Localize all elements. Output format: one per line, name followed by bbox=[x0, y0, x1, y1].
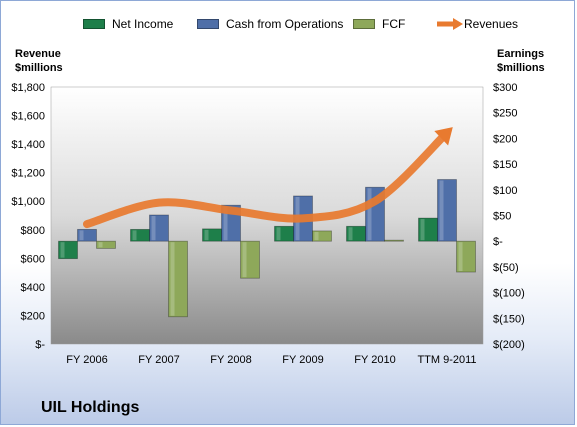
bar-cash-from-operations bbox=[149, 214, 169, 242]
revenue-line bbox=[83, 128, 451, 229]
legend-label: Cash from Operations bbox=[226, 17, 344, 31]
bar-highlight bbox=[60, 242, 65, 258]
category-label: FY 2008 bbox=[210, 354, 251, 366]
right-axis-tick-label: $(150) bbox=[493, 313, 525, 325]
legend-label: FCF bbox=[382, 17, 406, 31]
right-axis-title: Earnings $millions bbox=[497, 47, 545, 75]
bar-highlight bbox=[79, 230, 84, 241]
bar-fcf bbox=[384, 239, 404, 242]
revenue-arrowhead bbox=[434, 127, 453, 146]
right-axis-tick-label: $200 bbox=[493, 133, 517, 145]
bar-highlight bbox=[170, 242, 175, 316]
bar-highlight bbox=[242, 242, 247, 278]
category-label: FY 2009 bbox=[282, 354, 323, 366]
right-axis-tick-label: $100 bbox=[493, 185, 517, 197]
right-axis-tick-label: $50 bbox=[493, 211, 511, 223]
bar-highlight bbox=[223, 206, 228, 241]
bar-highlight bbox=[314, 231, 319, 241]
left-axis-title-line2: $millions bbox=[15, 62, 63, 74]
left-axis-tick-label: $200 bbox=[21, 310, 45, 322]
bar-highlight bbox=[132, 230, 137, 241]
bar-fcf bbox=[168, 240, 188, 318]
right-axis-tick-label: $(50) bbox=[493, 262, 519, 274]
right-axis-tick-label: $150 bbox=[493, 159, 517, 171]
bar-highlight bbox=[151, 215, 156, 241]
category-label: FY 2006 bbox=[66, 354, 107, 366]
left-axis-tick-label: $1,400 bbox=[11, 139, 45, 151]
right-axis-title-line2: $millions bbox=[497, 62, 545, 74]
category-label: FY 2010 bbox=[354, 354, 395, 366]
bar-highlight bbox=[458, 242, 463, 272]
left-axis-tick-label: $600 bbox=[21, 253, 45, 265]
bar-cash-from-operations bbox=[437, 179, 457, 242]
left-axis-title: Revenue $millions bbox=[15, 47, 63, 75]
bar-highlight bbox=[348, 227, 353, 241]
legend-swatch bbox=[83, 19, 105, 29]
right-axis-tick-label: $- bbox=[493, 236, 503, 248]
bar-fcf bbox=[240, 240, 260, 279]
category-label: FY 2007 bbox=[138, 354, 179, 366]
left-axis-tick-label: $1,800 bbox=[11, 82, 45, 94]
right-axis-tick-label: $(100) bbox=[493, 288, 525, 300]
bar-highlight bbox=[439, 180, 444, 241]
right-axis-title-line1: Earnings bbox=[497, 48, 545, 60]
bar-highlight bbox=[367, 188, 372, 241]
bar-fcf bbox=[96, 240, 116, 249]
company-name: UIL Holdings bbox=[41, 399, 140, 416]
left-axis-tick-label: $400 bbox=[21, 282, 45, 294]
category-label: TTM 9-2011 bbox=[417, 354, 476, 366]
chart-legend: Net Income Cash from Operations FCF Revenue… bbox=[1, 17, 574, 35]
legend-label: Revenues bbox=[464, 17, 519, 31]
left-axis-tick-label: $800 bbox=[21, 225, 45, 237]
bar-highlight bbox=[276, 227, 281, 241]
legend-label: Net Income bbox=[112, 17, 174, 31]
bar-cash-from-operations bbox=[77, 228, 97, 242]
left-axis-tick-label: $1,600 bbox=[11, 111, 45, 123]
legend-swatch bbox=[353, 19, 375, 29]
left-axis-tick-label: $- bbox=[35, 339, 45, 351]
bar-net-income bbox=[58, 240, 78, 260]
bar-highlight bbox=[98, 242, 103, 248]
legend-swatch bbox=[197, 19, 219, 29]
bar-highlight bbox=[420, 219, 425, 241]
left-axis-tick-label: $1,200 bbox=[11, 168, 45, 180]
left-axis-title-line1: Revenue bbox=[15, 48, 61, 60]
bar-fcf bbox=[456, 240, 476, 273]
bar-fcf bbox=[312, 230, 332, 242]
right-axis-tick-label: $250 bbox=[493, 108, 517, 120]
bar-highlight bbox=[204, 229, 209, 241]
legend-swatch-line bbox=[437, 18, 463, 30]
left-axis-tick-label: $1,000 bbox=[11, 196, 45, 208]
right-axis-tick-label: $300 bbox=[493, 82, 517, 94]
right-axis-tick-label: $(200) bbox=[493, 339, 525, 351]
